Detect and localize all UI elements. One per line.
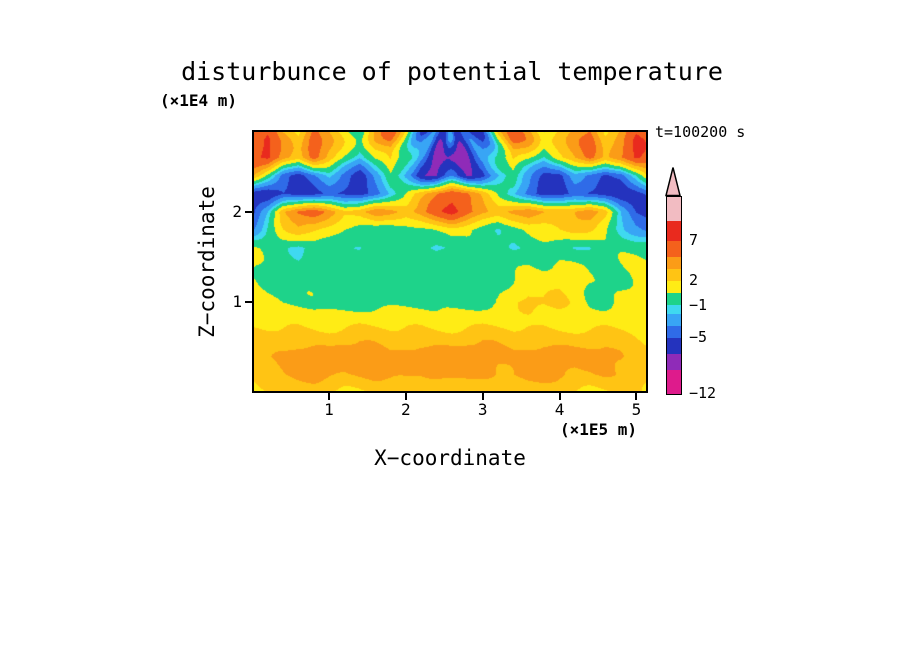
colorbar-segment xyxy=(667,353,681,370)
x-tick-label: 5 xyxy=(631,400,642,419)
x-tick-label: 2 xyxy=(400,400,411,419)
colorbar-segment xyxy=(667,197,681,222)
x-tick-mark xyxy=(558,393,561,400)
y-tick-mark xyxy=(245,210,252,213)
colorbar-segment xyxy=(667,369,681,394)
colorbar-segment xyxy=(667,293,681,306)
y-tick-mark xyxy=(245,301,252,304)
colorbar-segment xyxy=(667,325,681,338)
x-axis-unit: (×1E5 m) xyxy=(560,420,638,439)
colorbar-segment xyxy=(667,257,681,270)
colorbar xyxy=(666,196,682,395)
colorbar-segment xyxy=(667,313,681,326)
colorbar-segment xyxy=(667,221,681,242)
x-tick-mark xyxy=(481,393,484,400)
colorbar-label: −12 xyxy=(689,384,717,402)
colorbar-segment xyxy=(667,337,681,354)
x-tick-label: 3 xyxy=(477,400,488,419)
plot-title: disturbunce of potential temperature xyxy=(181,57,723,86)
colorbar-label: −1 xyxy=(689,295,708,314)
colorbar-segment xyxy=(667,281,681,294)
heatmap-canvas xyxy=(252,130,648,393)
colorbar-label: 7 xyxy=(689,231,699,250)
colorbar-label: 2 xyxy=(689,271,699,290)
colorbar-segment xyxy=(667,241,681,258)
x-tick-label: 1 xyxy=(324,400,334,419)
x-axis-title: X−coordinate xyxy=(374,446,526,470)
colorbar-segment xyxy=(667,269,681,282)
colorbar-arrow-icon xyxy=(665,167,681,197)
colorbar-segment xyxy=(667,305,681,314)
y-axis-unit: (×1E4 m) xyxy=(160,91,238,110)
x-tick-mark xyxy=(404,393,407,400)
timestamp-label: t=100200 s xyxy=(655,123,746,141)
x-tick-label: 4 xyxy=(554,400,565,419)
x-tick-mark xyxy=(327,393,330,400)
colorbar-label: −5 xyxy=(689,327,708,346)
y-tick-label: 1 xyxy=(232,292,242,312)
y-tick-label: 2 xyxy=(232,201,242,221)
x-tick-mark xyxy=(635,393,638,400)
